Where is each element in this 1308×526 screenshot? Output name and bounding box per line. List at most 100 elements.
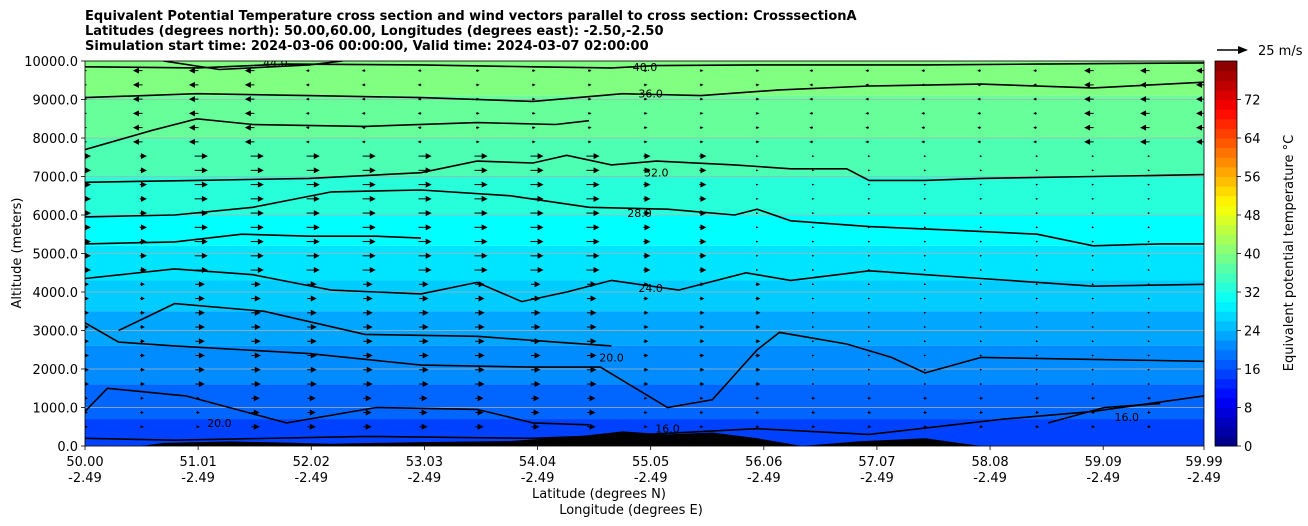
wind-vector-head <box>1092 155 1095 158</box>
wind-vector-head <box>644 181 651 188</box>
wind-vector-head <box>313 267 320 274</box>
wind-vector-head <box>309 395 316 402</box>
wind-vector-head <box>700 181 707 188</box>
fill-band <box>85 95 1204 138</box>
wind-reference: 25 m/s <box>1217 44 1303 59</box>
wind-vector-head <box>132 67 139 74</box>
wind-vector-head <box>1036 311 1039 314</box>
x-tick-label-lat: 58.08 <box>971 455 1008 470</box>
wind-vector-head <box>534 309 541 316</box>
wind-vector-head <box>700 310 705 315</box>
colorbar-segment <box>1215 388 1237 399</box>
wind-vector-head <box>257 181 264 188</box>
wind-vector-head <box>700 126 704 130</box>
x-axis-ticks: 50.00-2.4951.01-2.4952.02-2.4953.03-2.49… <box>66 446 1223 486</box>
colorbar-segment <box>1215 166 1237 177</box>
x-tick-label-lat: 54.04 <box>519 455 556 470</box>
wind-vector-head <box>1036 326 1039 329</box>
wind-vector-head <box>534 324 541 331</box>
wind-vector-head <box>1148 212 1151 215</box>
wind-vector-head <box>977 69 981 73</box>
wind-vector-head <box>361 111 365 115</box>
colorbar-tick-label: 24 <box>1244 325 1261 340</box>
wind-vector-head <box>1204 425 1207 428</box>
wind-vector-head <box>980 326 983 329</box>
wind-vector-head <box>700 367 705 372</box>
wind-vector-head <box>313 210 320 217</box>
x-tick-label-lon: -2.49 <box>747 471 781 486</box>
wind-vector-head <box>1036 283 1039 286</box>
wind-vector-head <box>366 324 373 331</box>
wind-vector-head <box>924 383 927 386</box>
wind-vector-head <box>1036 411 1040 415</box>
wind-vector-head <box>868 254 871 257</box>
wind-vector-head <box>924 155 927 158</box>
wind-vector-head <box>478 324 485 331</box>
wind-vector-head <box>140 396 144 400</box>
wind-vector-head <box>756 97 760 101</box>
contour-label: 32.0 <box>644 167 669 180</box>
terrain <box>85 431 1204 446</box>
wind-vector-head <box>366 381 373 388</box>
chart-title-line-1: Equivalent Potential Temperature cross s… <box>85 9 857 24</box>
wind-vector-head <box>924 297 927 300</box>
wind-vector-head <box>868 297 871 300</box>
wind-vector-head <box>1148 240 1151 243</box>
wind-vector-head <box>313 167 320 174</box>
wind-vector-head <box>977 111 981 115</box>
wind-vector-head <box>425 238 432 245</box>
wind-vector-head <box>700 382 705 387</box>
wind-vector-head <box>644 83 648 87</box>
wind-vector-head <box>534 352 541 359</box>
wind-vector-head <box>700 195 707 202</box>
colorbar-segment <box>1215 330 1237 341</box>
wind-vector-head <box>140 353 145 358</box>
x-tick-label-lat: 57.07 <box>858 455 895 470</box>
colorbar-segment <box>1215 128 1237 139</box>
wind-vector-head <box>593 181 600 188</box>
wind-vector-head <box>1036 269 1039 272</box>
wind-vector-head <box>756 183 759 186</box>
wind-vector-head <box>921 69 925 73</box>
contour-lines: 40.0 44.0 36.0 32.0 28.0 24.0 20.0 20.0 16.0 16.0 <box>85 61 1204 442</box>
wind-vector-head <box>422 295 429 302</box>
wind-vector-head <box>809 126 813 130</box>
wind-vector-head <box>422 352 429 359</box>
wind-vector-head <box>366 352 373 359</box>
wind-vector-head <box>254 366 261 373</box>
colorbar-segment <box>1215 70 1237 81</box>
wind-vector-head <box>422 324 429 331</box>
wind-vector-head <box>1036 368 1039 371</box>
wind-vector-head <box>1140 96 1147 103</box>
wind-vector-head <box>257 252 264 259</box>
wind-vector-head <box>593 267 600 274</box>
y-tick-label: 8000.0 <box>33 132 79 147</box>
wind-vector-head <box>477 423 484 430</box>
wind-vector-head <box>868 383 871 386</box>
wind-vector-head <box>868 212 871 215</box>
wind-vector-head <box>537 153 544 160</box>
wind-vector-head <box>1148 155 1151 158</box>
wind-vector-head <box>980 197 983 200</box>
wind-vector-head <box>924 283 927 286</box>
colorbar-segment <box>1215 186 1237 197</box>
wind-vector-head <box>868 326 871 329</box>
wind-vector-head <box>369 153 376 160</box>
wind-vector-head <box>537 267 544 274</box>
wind-vector-head <box>305 140 309 144</box>
colorbar-label: Equivalent potential temperature °C <box>1282 135 1297 371</box>
wind-vector-head <box>425 153 432 160</box>
wind-vector-head <box>812 183 815 186</box>
wind-vector-head <box>644 267 651 274</box>
wind-vector-head <box>593 238 600 245</box>
wind-vector-head <box>366 366 373 373</box>
wind-vector-head <box>700 411 704 415</box>
wind-vector-head <box>590 366 597 373</box>
wind-vector-head <box>366 309 373 316</box>
wind-vector-head <box>644 411 648 415</box>
wind-vector-head <box>644 97 648 101</box>
colorbar-segment <box>1215 301 1237 312</box>
wind-vector-head <box>590 295 597 302</box>
wind-vector-head <box>980 240 983 243</box>
wind-vector-head <box>1036 155 1039 158</box>
